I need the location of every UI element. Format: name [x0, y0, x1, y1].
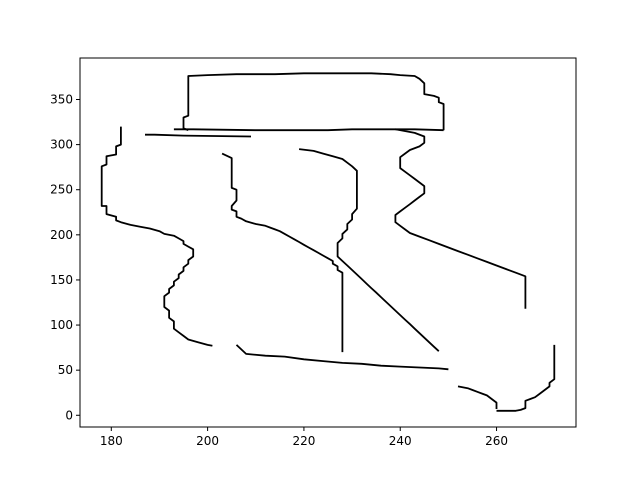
y-tick-label: 100: [50, 318, 73, 332]
series-line: [173, 128, 444, 132]
x-tick-label: 240: [389, 434, 412, 448]
x-tick-label: 200: [196, 434, 219, 448]
y-tick-label: 250: [50, 183, 73, 197]
series-line: [298, 148, 440, 352]
x-tick-label: 220: [292, 434, 315, 448]
plot-frame: [79, 57, 577, 428]
y-tick-label: 350: [50, 93, 73, 107]
series-line: [235, 344, 449, 371]
series-line: [457, 385, 498, 409]
series-line: [182, 72, 445, 132]
series-line: [145, 133, 252, 138]
y-tick-label: 50: [58, 363, 73, 377]
x-tick-label: 180: [100, 434, 123, 448]
x-axis: 180 200 220 240 260: [100, 427, 508, 448]
y-tick-label: 0: [65, 408, 73, 422]
y-tick-label: 200: [50, 228, 73, 242]
series-line: [221, 152, 344, 353]
y-tick-label: 300: [50, 138, 73, 152]
y-axis: 0 50 100 150 200 250 300 350: [50, 93, 80, 422]
series-line: [496, 344, 556, 412]
y-tick-label: 150: [50, 273, 73, 287]
series-line: [394, 128, 527, 309]
x-tick-label: 260: [485, 434, 508, 448]
series-line: [100, 126, 213, 347]
plot-lines: [100, 72, 556, 412]
